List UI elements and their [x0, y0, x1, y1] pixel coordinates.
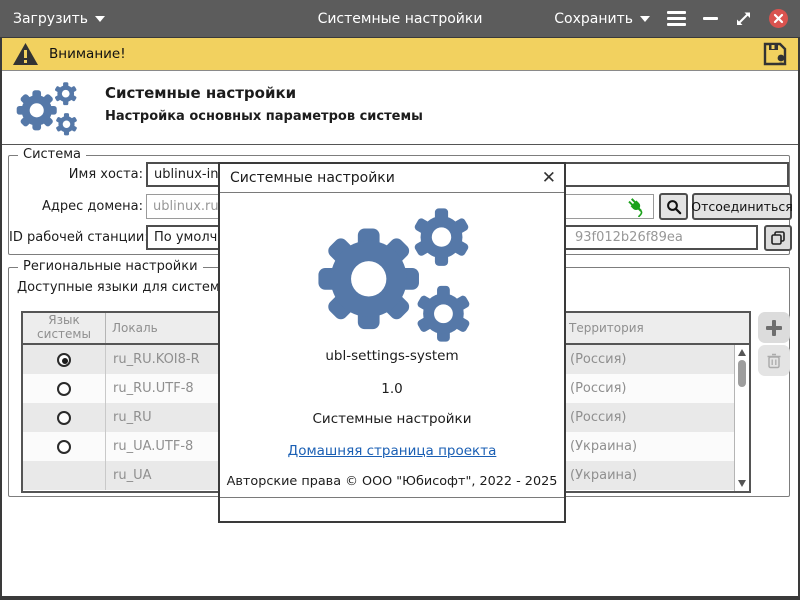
workstation-id-suffix: 93f012b26f89ea [575, 230, 683, 245]
dialog-version: 1.0 [381, 381, 403, 397]
load-menu-label: Загрузить [13, 10, 89, 27]
hostname-label: Имя хоста: [68, 167, 143, 182]
minimize-icon [703, 17, 718, 20]
caret-down-icon [95, 15, 106, 22]
dialog-gears-icon [310, 200, 475, 346]
app-gears-icon [12, 79, 80, 137]
save-menu-label: Сохранить [554, 10, 633, 27]
dialog-footer [220, 497, 564, 521]
app-header: Системные настройки Настройка основных п… [2, 71, 798, 145]
domain-label: Адрес домена: [41, 199, 143, 214]
delete-language-button[interactable] [758, 345, 790, 376]
dialog-description: Системные настройки [312, 411, 472, 427]
language-radio[interactable] [57, 410, 71, 425]
language-radio[interactable] [57, 352, 71, 367]
dialog-app-name: ubl-settings-system [325, 348, 459, 364]
trash-icon [767, 353, 781, 369]
territory-cell: (Украина) [570, 439, 638, 454]
language-radio[interactable] [57, 381, 71, 396]
page-title: Системные настройки [105, 84, 297, 102]
maximize-icon [737, 12, 750, 25]
search-icon [666, 199, 681, 214]
save-menu-button[interactable]: Сохранить [554, 11, 650, 27]
about-dialog: Системные настройки ✕ ubl-settings-syste… [218, 162, 566, 523]
scroll-up-icon[interactable] [738, 349, 746, 356]
territory-cell: (Россия) [570, 381, 627, 396]
territory-cell: (Россия) [570, 352, 627, 367]
close-button[interactable] [769, 9, 788, 28]
regional-group-legend: Региональные настройки [18, 259, 203, 274]
warning-icon [13, 43, 38, 65]
page-subtitle: Настройка основных параметров системы [105, 109, 423, 124]
close-icon [773, 13, 784, 24]
menu-button[interactable] [667, 8, 686, 29]
add-language-button[interactable] [758, 312, 790, 343]
languages-label: Доступные языки для системы: [17, 280, 235, 295]
copy-icon [771, 231, 785, 245]
workstation-id-label: ID рабочей станции: [9, 230, 149, 245]
territory-cell: (Украина) [570, 468, 638, 483]
scrollbar-thumb[interactable] [738, 360, 746, 387]
copy-button[interactable] [764, 225, 792, 251]
disconnect-button[interactable]: Отсоединиться [691, 193, 793, 220]
save-config-icon[interactable] [762, 41, 788, 67]
window-titlebar: Загрузить Системные настройки Сохранить [0, 0, 800, 37]
homepage-link[interactable]: Домашняя страница проекта [287, 443, 497, 459]
column-header-language: Язык системы [23, 313, 106, 343]
dialog-titlebar: Системные настройки [220, 164, 564, 193]
territory-cell: (Россия) [570, 410, 627, 425]
caret-down-icon [640, 15, 650, 22]
system-group-legend: Система [18, 147, 87, 162]
hamburger-icon [667, 8, 686, 29]
dialog-close-button[interactable]: ✕ [541, 168, 556, 188]
table-scrollbar[interactable] [734, 345, 749, 491]
load-menu-button[interactable]: Загрузить [13, 0, 106, 37]
dialog-copyright: Авторские права © ООО "Юбисофт", 2022 - … [226, 474, 558, 489]
warning-bar: Внимание! [2, 38, 798, 71]
minimize-button[interactable] [703, 17, 718, 20]
warning-text: Внимание! [49, 46, 126, 62]
search-button[interactable] [659, 193, 688, 220]
maximize-button[interactable] [735, 10, 752, 27]
plus-icon [766, 319, 782, 336]
dialog-title: Системные настройки [230, 170, 395, 186]
language-radio[interactable] [57, 439, 71, 454]
column-header-territory: Территория [569, 321, 644, 335]
scroll-down-icon[interactable] [738, 480, 746, 487]
